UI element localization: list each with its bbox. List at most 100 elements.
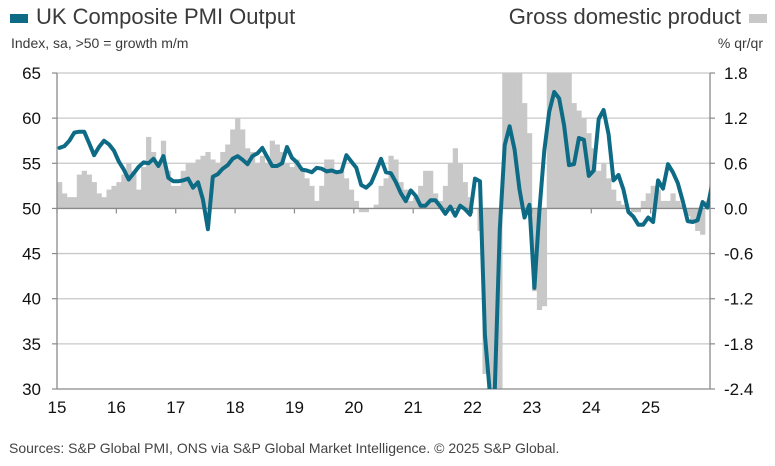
gdp-bar bbox=[512, 73, 518, 209]
gdp-bar bbox=[111, 185, 117, 209]
gdp-bar bbox=[769, 182, 774, 208]
gdp-bar bbox=[655, 189, 661, 209]
x-tick-label: 17 bbox=[166, 398, 185, 417]
left-tick-label: 35 bbox=[22, 335, 41, 354]
gdp-bar bbox=[507, 73, 513, 209]
gdp-bar bbox=[116, 182, 122, 209]
pmi-line-group bbox=[57, 90, 710, 389]
gdp-bar bbox=[447, 163, 454, 209]
x-tick-label: 16 bbox=[107, 398, 126, 417]
gdp-bar bbox=[452, 148, 459, 209]
gdp-bar bbox=[353, 200, 360, 209]
gdp-bar bbox=[373, 204, 379, 209]
right-tick-label: 1.2 bbox=[724, 109, 748, 128]
left-tick-label: 30 bbox=[22, 380, 41, 399]
gdp-bar bbox=[220, 152, 226, 209]
gdp-bar bbox=[244, 148, 251, 209]
axes bbox=[52, 72, 715, 390]
gdp-bar bbox=[650, 185, 656, 209]
gdp-bar bbox=[205, 152, 211, 209]
gdp-bar bbox=[541, 208, 548, 307]
gdp-bar bbox=[314, 200, 320, 209]
gdp-bar bbox=[462, 182, 468, 209]
gdp-bar bbox=[497, 208, 503, 389]
gdp-bar bbox=[413, 197, 419, 209]
gdp-bar bbox=[611, 189, 617, 209]
gdp-bar bbox=[378, 185, 384, 209]
gdp-bar bbox=[185, 163, 191, 209]
left-tick-label: 45 bbox=[22, 245, 41, 264]
gdp-bar bbox=[249, 152, 256, 209]
gdp-bar bbox=[170, 185, 177, 209]
gdp-bar bbox=[675, 200, 681, 209]
gdp-bar bbox=[581, 118, 587, 209]
x-tick-label: 25 bbox=[641, 398, 660, 417]
gdp-bar bbox=[259, 155, 266, 209]
gdp-bar bbox=[645, 193, 651, 209]
gdp-bar bbox=[299, 170, 305, 209]
pmi-legend-swatch bbox=[10, 13, 28, 23]
pmi-line bbox=[57, 90, 710, 389]
gdp-bar bbox=[57, 182, 63, 209]
gdp-bar bbox=[334, 170, 340, 209]
gdp-bar bbox=[131, 170, 137, 209]
right-axis-subtitle: % qr/qr bbox=[717, 35, 763, 51]
gdp-bar bbox=[566, 73, 572, 209]
gdp-bar bbox=[408, 200, 414, 209]
gdp-bar bbox=[230, 129, 236, 209]
right-tick-label: -2.4 bbox=[724, 380, 753, 399]
gdp-bar bbox=[66, 197, 73, 209]
gdp-bar bbox=[76, 174, 83, 209]
gdp-bar bbox=[235, 118, 241, 209]
gdp-bar bbox=[764, 197, 769, 208]
gdp-bar bbox=[348, 189, 355, 209]
gdp-bar bbox=[596, 170, 602, 209]
legend-pmi: UK Composite PMI Output bbox=[10, 4, 295, 30]
x-tick-label: 22 bbox=[463, 398, 482, 417]
gdp-bar bbox=[630, 208, 637, 213]
gdp-bar bbox=[225, 144, 231, 209]
gdp-bar bbox=[383, 178, 389, 209]
gdp-bar bbox=[670, 193, 676, 209]
gdp-bar bbox=[616, 200, 622, 209]
gdp-bar bbox=[338, 170, 345, 209]
gdp-bar bbox=[526, 133, 533, 209]
gdp-bar bbox=[71, 197, 78, 209]
gdp-bar bbox=[363, 208, 369, 213]
gdp-bar bbox=[279, 152, 285, 209]
gdp-bar bbox=[254, 163, 261, 209]
gdp-bar bbox=[284, 163, 290, 209]
gdp-bar bbox=[700, 208, 706, 235]
gdp-bar bbox=[418, 185, 424, 209]
right-tick-label: 0.0 bbox=[724, 199, 748, 218]
left-tick-label: 60 bbox=[22, 109, 41, 128]
chart-title-left: UK Composite PMI Output bbox=[36, 4, 296, 29]
gdp-bar bbox=[160, 140, 167, 209]
gdp-bar bbox=[428, 170, 434, 209]
gdp-bar bbox=[690, 208, 696, 224]
gdp-bar bbox=[155, 163, 162, 209]
left-axis-subtitle: Index, sa, >50 = growth m/m bbox=[11, 35, 189, 51]
x-tick-label: 24 bbox=[582, 398, 601, 417]
gdp-bar bbox=[304, 178, 310, 209]
right-tick-label: -1.2 bbox=[724, 290, 753, 309]
gdp-bar bbox=[81, 170, 87, 209]
gdp-bar bbox=[215, 163, 221, 209]
left-tick-label: 65 bbox=[22, 64, 41, 83]
gdp-bar bbox=[136, 189, 142, 209]
left-tick-label: 50 bbox=[22, 199, 41, 218]
gdp-bar bbox=[200, 155, 206, 209]
gdp-bar bbox=[264, 163, 271, 209]
gdp-bar bbox=[96, 193, 102, 209]
gdp-bar bbox=[388, 155, 394, 209]
x-tick-label: 20 bbox=[344, 398, 363, 417]
gdp-bar bbox=[274, 144, 280, 209]
gdp-bar bbox=[522, 103, 528, 209]
gdp-bar bbox=[101, 197, 107, 209]
gdp-bar bbox=[710, 163, 715, 208]
gdp-bar bbox=[269, 140, 275, 209]
gdp-bar bbox=[492, 208, 498, 389]
left-tick-label: 55 bbox=[22, 154, 41, 173]
gdp-bar bbox=[423, 170, 429, 209]
gdp-bar bbox=[91, 182, 97, 209]
